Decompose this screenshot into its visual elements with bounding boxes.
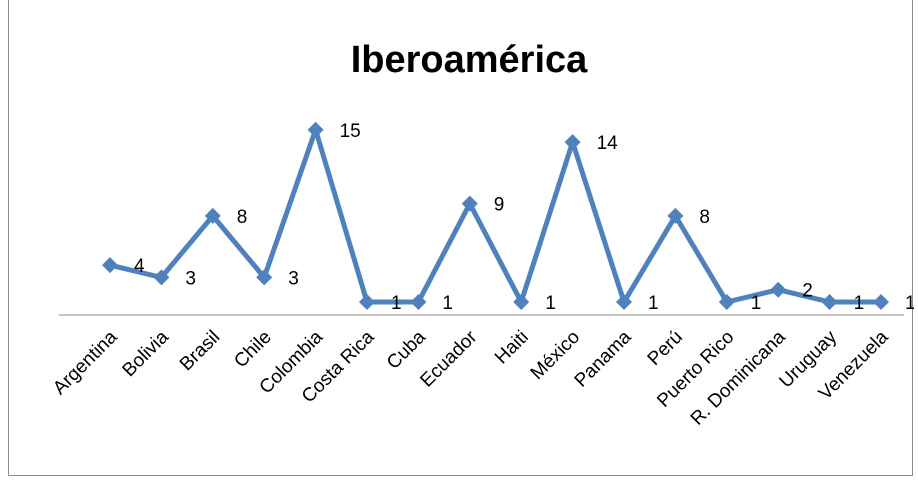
x-tick-label: Bolivia xyxy=(118,326,173,381)
data-label: 8 xyxy=(699,207,710,228)
data-label: 15 xyxy=(340,121,361,142)
data-point-marker xyxy=(873,294,889,310)
data-label: 1 xyxy=(905,293,914,314)
data-label: 8 xyxy=(237,207,248,228)
data-point-marker xyxy=(204,207,221,224)
x-tick-label: Panama xyxy=(571,326,636,391)
data-point-marker xyxy=(821,294,838,310)
data-label: 4 xyxy=(134,256,145,277)
data-point-marker xyxy=(307,121,324,138)
line-chart: Iberoamérica 4 Argentina 3 Bolivia 8 Brasil 3 C… xyxy=(49,39,915,430)
data-label: 14 xyxy=(597,133,619,154)
data-label: 1 xyxy=(545,293,556,314)
plot-area: 4Argentina3Bolivia8Brasil3Chile15Colombi… xyxy=(49,121,915,430)
data-point-marker xyxy=(359,294,375,310)
x-tick-label: Cuba xyxy=(383,326,430,373)
data-point-marker xyxy=(564,134,581,151)
x-tick-label: Argentina xyxy=(49,326,122,399)
data-point-marker xyxy=(718,294,735,310)
data-label: 1 xyxy=(391,293,402,314)
x-tick-label: Perú xyxy=(644,327,687,370)
chart-title: Iberoamérica xyxy=(351,39,588,81)
data-label: 9 xyxy=(494,195,505,216)
data-point-marker xyxy=(256,269,273,286)
data-point-marker xyxy=(153,269,170,286)
data-label: 3 xyxy=(185,268,196,289)
data-point-marker xyxy=(667,207,684,224)
data-point-marker xyxy=(102,257,118,274)
data-point-marker xyxy=(461,195,478,212)
data-label: 1 xyxy=(648,293,659,314)
data-point-marker xyxy=(410,294,427,310)
data-label: 1 xyxy=(442,293,453,314)
x-tick-label: R. Dominicana xyxy=(687,326,790,429)
x-tick-label: Ecuador xyxy=(416,326,481,391)
x-tick-label: Chile xyxy=(230,327,275,372)
x-tick-label: Haiti xyxy=(491,327,533,369)
data-point-marker xyxy=(513,294,530,310)
data-label: 1 xyxy=(854,293,865,314)
data-label: 1 xyxy=(751,293,762,314)
series-line xyxy=(109,127,881,305)
data-point-marker xyxy=(770,281,787,298)
data-point-marker xyxy=(616,294,632,310)
data-label: 3 xyxy=(288,268,299,289)
chart-frame: Iberoamérica 4 Argentina 3 Bolivia 8 Brasil 3 C… xyxy=(8,0,916,476)
x-tick-label: Brasil xyxy=(176,327,224,375)
data-label: 2 xyxy=(802,281,813,302)
